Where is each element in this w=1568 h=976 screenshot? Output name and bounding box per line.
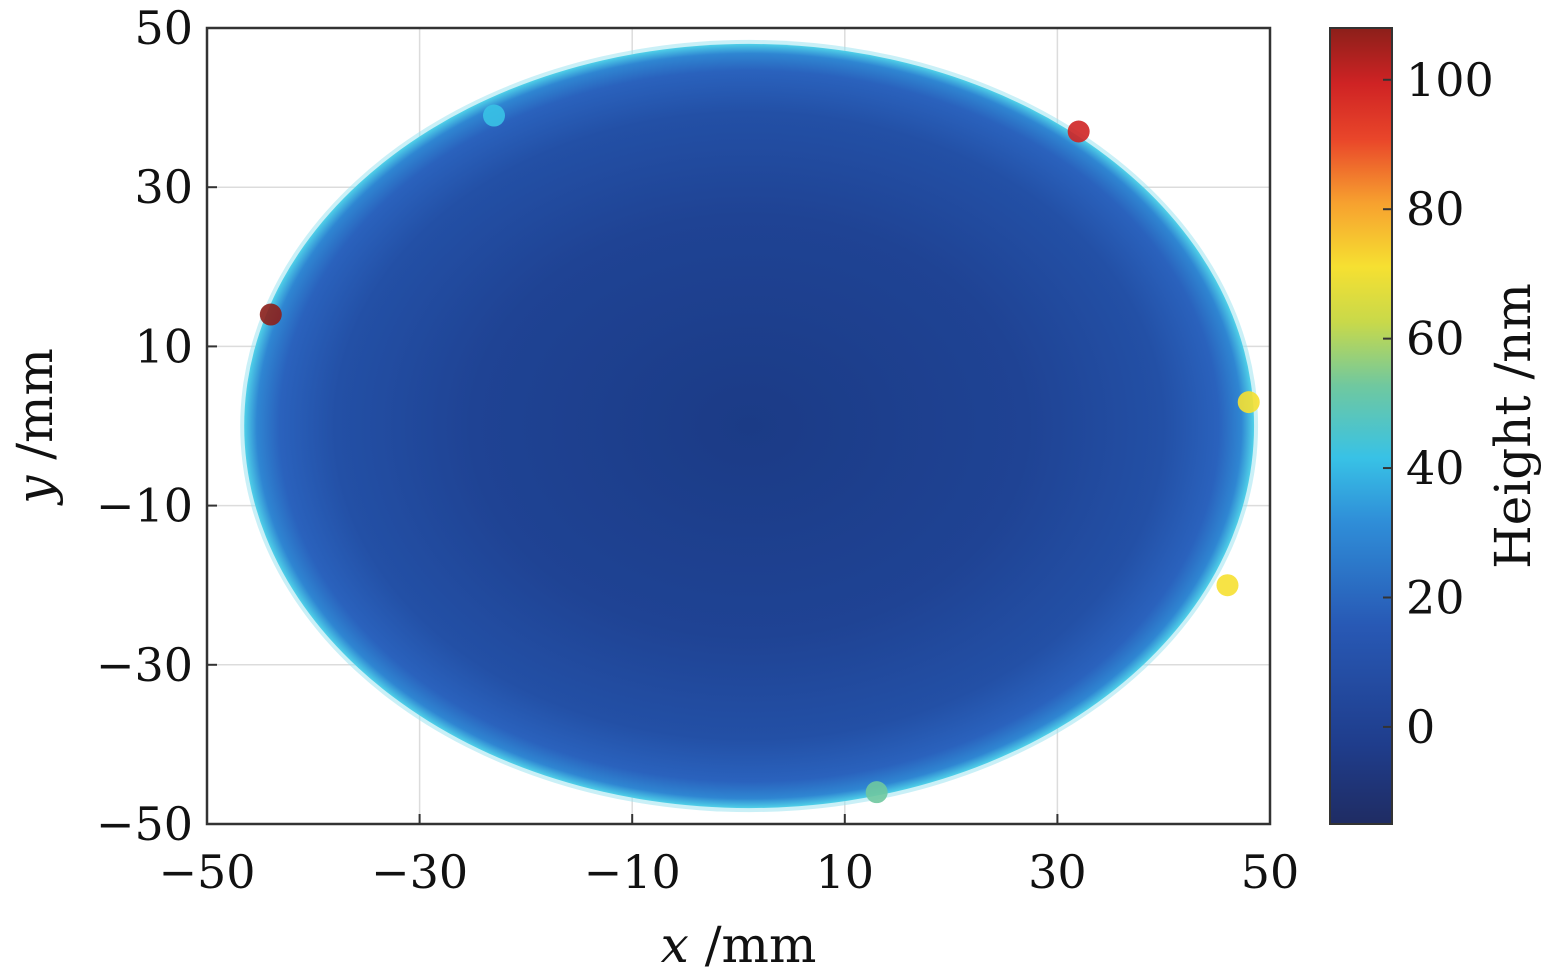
edge-feature xyxy=(1237,391,1260,414)
x-tick-label: −30 xyxy=(371,845,468,899)
colorbar-tick-label: 40 xyxy=(1406,441,1465,495)
edge-feature xyxy=(865,781,888,804)
edge-feature xyxy=(259,303,282,326)
y-tick-label: 50 xyxy=(134,1,193,55)
x-tick-label: 30 xyxy=(1028,845,1087,899)
colorbar xyxy=(1329,27,1393,825)
colorbar-tick-label: 80 xyxy=(1406,182,1465,236)
edge-feature xyxy=(1067,120,1090,143)
x-tick-label: −10 xyxy=(584,845,681,899)
y-tick-label: 10 xyxy=(134,319,193,373)
y-tick-label: 30 xyxy=(134,160,193,214)
plot-frame xyxy=(205,26,1272,826)
colorbar-tick-label: 60 xyxy=(1406,312,1465,366)
colorbar-title: Height /nm xyxy=(1484,283,1542,569)
axis-ticks: −50 −30 −10 10 30 50 −50 −30 −10 10 30 50 xyxy=(96,1,1299,899)
colorbar-tick-label: 20 xyxy=(1406,570,1465,624)
x-tick-label: 10 xyxy=(816,845,875,899)
x-axis-variable: x xyxy=(661,916,689,974)
y-tick-label: −30 xyxy=(96,638,193,692)
colorbar-tick-label: 0 xyxy=(1406,700,1435,754)
edge-feature xyxy=(1216,574,1239,597)
height-map xyxy=(240,39,1260,813)
y-axis-variable: y xyxy=(6,475,64,506)
y-tick-label: −50 xyxy=(96,797,193,851)
edge-feature xyxy=(483,104,506,127)
x-tick-label: 50 xyxy=(1241,845,1300,899)
y-axis-unit: /mm xyxy=(6,348,64,476)
x-axis-title: x /mm xyxy=(661,916,817,974)
x-tick-label: −50 xyxy=(158,845,255,899)
x-axis-unit: /mm xyxy=(689,916,817,974)
surface-disc xyxy=(244,43,1255,809)
colorbar-ticks: 0 20 40 60 80 100 xyxy=(1383,53,1494,754)
colorbar-tick-label: 100 xyxy=(1406,53,1494,107)
y-axis-title: y /mm xyxy=(6,348,64,506)
y-tick-label: −10 xyxy=(96,479,193,533)
